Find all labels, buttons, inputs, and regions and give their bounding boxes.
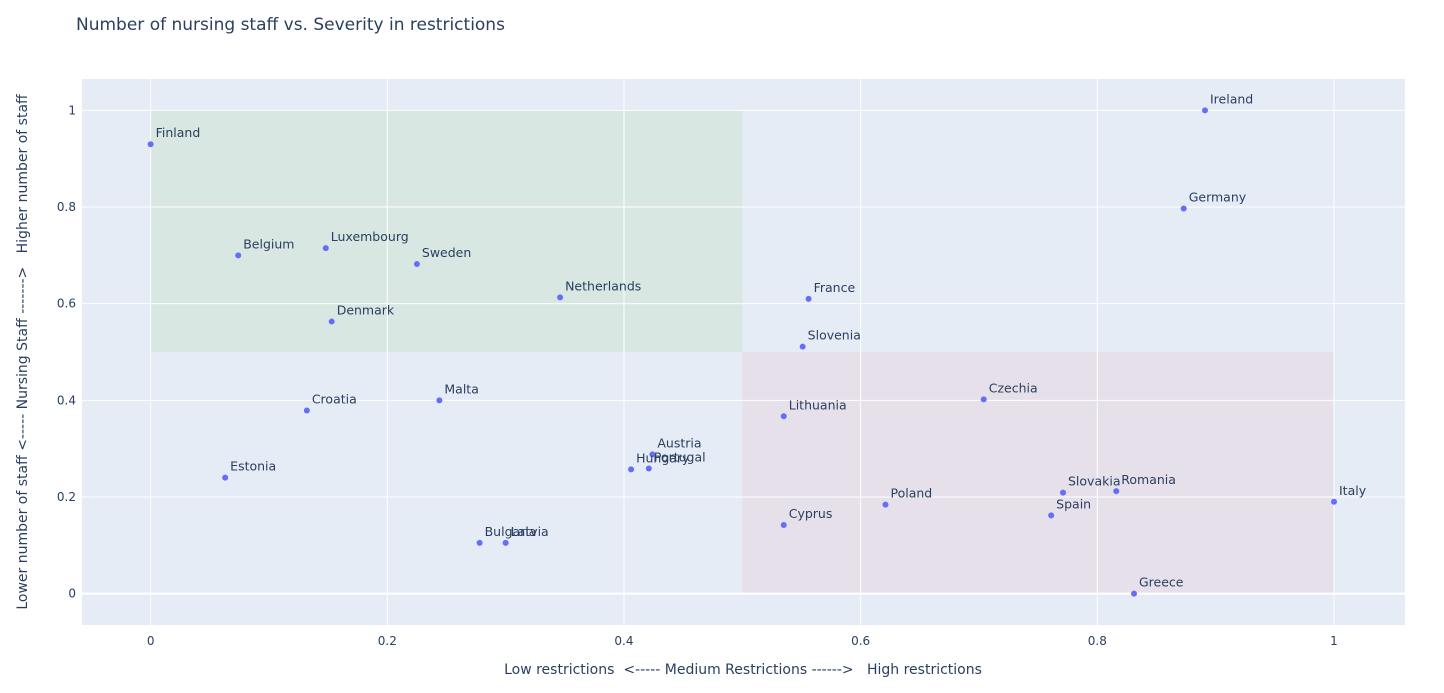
data-label: Belgium [243,236,294,251]
data-label: Latvia [511,524,549,539]
x-tick-label: 0.4 [614,634,633,648]
data-label: Portugal [654,449,706,464]
data-point [476,539,483,546]
data-point [780,521,787,528]
data-label: Greece [1139,575,1184,590]
x-tick-label: 0 [147,634,155,648]
y-tick-label: 0 [68,587,76,601]
data-point [235,252,242,259]
data-point [628,466,635,473]
y-tick-label: 1 [68,103,76,117]
data-label: Bulgaria [485,524,537,539]
data-point [1330,498,1337,505]
data-point [780,413,787,420]
data-label: Czechia [989,380,1038,395]
data-label: Hungary [636,450,690,465]
data-label: France [814,280,856,295]
data-point [557,294,564,301]
data-label: Finland [156,125,201,140]
data-points [147,107,1337,597]
y-tick-label: 0.4 [57,393,76,407]
data-label: Poland [891,486,933,501]
x-axis-title: Low restrictions <----- Medium Restricti… [504,662,982,678]
y-tick-label: 0.6 [57,297,76,311]
data-point [799,343,806,350]
x-tick-label: 0.6 [851,634,870,648]
data-label: Slovenia [808,328,861,343]
x-tick-label: 0.2 [378,634,397,648]
data-point [882,501,889,508]
chart-title: Number of nursing staff vs. Severity in … [76,15,505,35]
data-point [805,295,812,302]
data-point [436,397,443,404]
data-point [322,245,329,252]
data-point [649,451,656,458]
data-label: Italy [1339,483,1367,498]
data-label: Malta [444,381,478,396]
y-axis-ticks: 0 0.2 0.4 0.6 0.8 1 [57,103,76,600]
data-label: Croatia [312,391,357,406]
x-tick-label: 1 [1330,634,1338,648]
y-axis-title: Lower number of staff <----- Nursing Sta… [15,94,31,610]
data-point [413,261,420,268]
data-point [303,407,310,414]
data-point [328,318,335,325]
x-axis-ticks: 0 0.2 0.4 0.6 0.8 1 [147,634,1338,648]
highlight-regions [150,110,1334,594]
data-point [1048,512,1055,519]
data-point [645,465,652,472]
data-label: Romania [1121,472,1176,487]
data-point [502,539,509,546]
y-tick-label: 0.2 [57,490,76,504]
data-label: Lithuania [789,397,847,412]
data-label: Estonia [230,459,276,474]
point-labels: Finland Belgium Luxembourg Sweden Denmark Net… [156,91,1367,589]
data-point [1060,489,1067,496]
data-point [222,474,229,481]
data-label: Denmark [337,303,395,318]
data-label: Cyprus [789,506,833,521]
data-label: Sweden [422,245,471,260]
data-point [1202,107,1209,114]
data-label: Germany [1189,189,1247,204]
data-label: Austria [657,435,701,450]
data-point [1180,205,1187,212]
data-point [1131,590,1138,597]
data-point [980,396,987,403]
x-tick-label: 0.8 [1088,634,1107,648]
gridlines [82,79,1405,625]
highlight-region [742,352,1334,594]
data-label: Ireland [1210,91,1253,106]
data-label: Spain [1056,496,1091,511]
data-label: Netherlands [565,278,641,293]
data-label: Slovakia [1068,474,1120,489]
y-tick-label: 0.8 [57,200,76,214]
data-label: Luxembourg [331,229,409,244]
highlight-region [150,110,743,353]
data-point [1113,488,1120,495]
data-point [147,141,154,148]
